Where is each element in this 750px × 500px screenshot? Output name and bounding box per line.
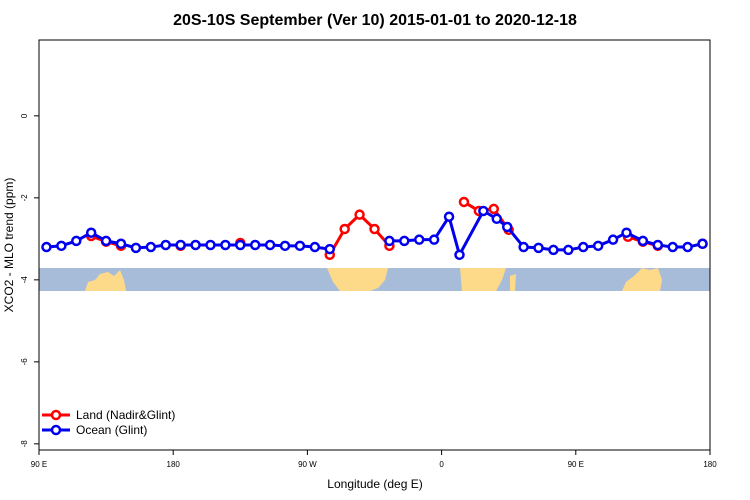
data-point <box>220 239 231 251</box>
data-point <box>607 234 619 245</box>
data-point <box>667 241 678 253</box>
data-point <box>145 241 157 253</box>
data-point <box>458 196 470 208</box>
data-point <box>454 249 465 261</box>
data-point <box>533 242 544 254</box>
data-point <box>264 239 276 251</box>
data-point <box>85 227 97 238</box>
data-point <box>637 235 649 247</box>
data-point <box>399 235 410 247</box>
land-mask-strip <box>39 268 710 291</box>
data-point <box>518 241 529 253</box>
data-point <box>160 239 171 251</box>
data-point <box>175 239 186 251</box>
data-point <box>339 223 350 235</box>
data-point <box>501 221 513 233</box>
data-point <box>294 240 306 252</box>
data-point <box>384 235 395 247</box>
data-point <box>652 239 664 251</box>
legend-swatch-marker <box>50 409 62 421</box>
y-tick-label: -2 <box>20 194 29 202</box>
data-point <box>491 213 503 225</box>
data-point <box>369 223 380 235</box>
y-axis-label: XCO2 - MLO trend (ppm) <box>2 178 16 313</box>
data-point <box>41 241 52 253</box>
data-point <box>413 234 425 245</box>
data-point <box>548 244 559 256</box>
data-point <box>309 241 321 253</box>
data-point <box>428 234 440 245</box>
data-point <box>279 240 291 252</box>
data-point <box>205 239 216 251</box>
legend-swatch-marker <box>50 424 62 436</box>
data-point <box>354 209 365 220</box>
x-tick-label: 90 E <box>31 460 47 469</box>
x-tick-label: 90 E <box>568 460 584 469</box>
data-point <box>478 205 489 217</box>
legend-label: Ocean (Glint) <box>76 423 147 437</box>
data-point <box>115 238 127 250</box>
data-point <box>324 243 336 255</box>
data-point <box>563 244 574 256</box>
legend-label: Land (Nadir&Glint) <box>76 408 175 422</box>
y-tick-label: -8 <box>20 440 29 448</box>
data-point <box>100 235 112 247</box>
data-point <box>130 242 142 254</box>
x-tick-label: 90 W <box>298 460 317 469</box>
x-tick-label: 0 <box>439 460 444 469</box>
y-tick-label: 0 <box>20 113 29 118</box>
x-tick-label: 180 <box>167 460 181 469</box>
data-point <box>697 238 708 250</box>
data-point <box>443 211 455 222</box>
x-tick-label: 180 <box>703 460 717 469</box>
data-point <box>592 240 604 252</box>
chart-title: 20S-10S September (Ver 10) 2015-01-01 to… <box>173 12 577 29</box>
data-point <box>249 239 261 251</box>
data-point <box>71 235 82 247</box>
x-axis-label: Longitude (deg E) <box>327 477 422 491</box>
y-tick-label: -6 <box>20 358 29 366</box>
plot-frame <box>38 39 711 451</box>
data-point <box>682 241 693 253</box>
legend: Land (Nadir&Glint)Ocean (Glint) <box>42 408 175 437</box>
data-point <box>621 227 632 238</box>
data-point <box>578 241 589 253</box>
data-point <box>235 239 246 251</box>
data-point <box>190 239 201 251</box>
data-point <box>488 203 500 215</box>
data-point <box>56 240 67 252</box>
y-tick-label: -4 <box>20 276 29 284</box>
